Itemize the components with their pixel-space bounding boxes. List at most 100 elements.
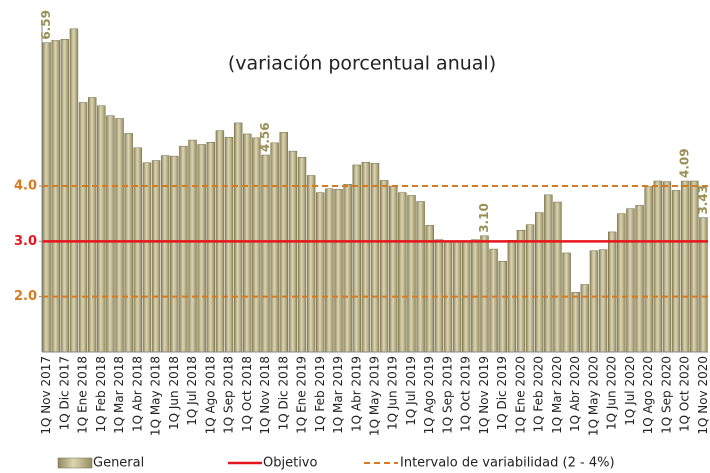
bar [416, 201, 425, 353]
bar [680, 180, 690, 353]
bar [142, 162, 152, 353]
x-tick-label: 1Q Ago 2019 [422, 356, 436, 434]
value-label: 3.10 [477, 203, 491, 233]
bar [206, 142, 215, 353]
x-tick-label: 1Q Jul 2020 [623, 356, 637, 426]
bar [370, 163, 380, 353]
bar [516, 230, 526, 353]
bar [598, 249, 608, 353]
value-label: 6.59 [39, 10, 53, 40]
x-tick-label: 1Q Jul 2019 [404, 356, 418, 426]
bar [398, 192, 407, 353]
legend-label: Intervalo de variabilidad (2 - 4%) [400, 456, 615, 471]
x-tick-label: 1Q Jul 2018 [185, 356, 199, 426]
x-tick-label: 1Q Nov 2020 [696, 356, 710, 435]
x-tick-label: 1Q Ene 2018 [76, 356, 90, 434]
bar [480, 235, 489, 353]
bar [425, 225, 434, 353]
bar [243, 133, 252, 353]
y-tick-label: 4.0 [14, 179, 37, 194]
bar [544, 194, 553, 353]
bar [151, 160, 161, 353]
bar [306, 175, 316, 353]
bar [224, 137, 234, 353]
value-label: 4.56 [258, 122, 272, 152]
bar [60, 39, 70, 353]
value-label: 3.43 [696, 185, 710, 215]
bar [115, 118, 124, 353]
x-tick-label: 1Q Oct 2020 [678, 356, 692, 432]
legend-label: Objetivo [263, 456, 317, 471]
bar [124, 133, 133, 353]
x-tick-label: 1Q Jun 2018 [167, 356, 181, 430]
chart-subtitle: (variación porcentual anual) [228, 53, 496, 75]
legend-label: General [93, 456, 144, 471]
bar [233, 122, 243, 353]
bar [617, 213, 626, 353]
bar [580, 284, 590, 353]
x-tick-label: 1Q Sep 2020 [659, 356, 673, 434]
y-tick-label: 3.0 [14, 234, 37, 249]
x-tick-label: 1Q May 2020 [586, 356, 600, 436]
bar [553, 201, 562, 353]
x-tick-label: 1Q Mar 2020 [550, 356, 564, 434]
bar [133, 147, 143, 353]
x-tick-label: 1Q Dic 2017 [57, 356, 71, 430]
x-tick-label: 1Q Nov 2019 [477, 356, 491, 435]
legend-swatch [57, 457, 93, 469]
x-tick-label: 1Q Ago 2018 [203, 356, 217, 434]
bar [361, 161, 371, 353]
bar [589, 250, 599, 353]
bar [288, 150, 298, 353]
bar [571, 291, 580, 353]
bar [662, 181, 672, 353]
x-tick-label: 1Q Ene 2019 [295, 356, 309, 434]
bar [626, 208, 635, 353]
bar [334, 189, 343, 353]
bar [42, 42, 51, 353]
x-tick-label: 1Q Oct 2018 [240, 356, 254, 432]
bar [525, 224, 535, 353]
bar [106, 115, 115, 353]
x-tick-label: 1Q Feb 2020 [532, 356, 546, 433]
x-tick-label: 1Q Oct 2019 [459, 356, 473, 432]
x-tick-label: 1Q Nov 2018 [258, 356, 272, 435]
bar [325, 188, 334, 353]
bar [197, 144, 206, 353]
bar [699, 217, 708, 353]
bar [97, 105, 106, 353]
x-tick-label: 1Q Ene 2020 [513, 356, 527, 434]
bar [389, 185, 398, 353]
x-tick-label: 1Q Ago 2020 [641, 356, 655, 434]
x-tick-label: 1Q Feb 2019 [313, 356, 327, 433]
bar [69, 28, 79, 353]
bar [87, 97, 97, 353]
bar [252, 137, 261, 353]
bar [407, 195, 416, 353]
x-tick-label: 1Q May 2018 [149, 356, 163, 436]
bar [188, 139, 197, 353]
bar [379, 180, 389, 353]
bar [535, 212, 544, 353]
bar [653, 180, 663, 353]
x-tick-label: 1Q May 2019 [368, 356, 382, 436]
bar [270, 142, 279, 353]
x-tick-label: 1Q Jun 2019 [386, 356, 400, 430]
x-tick-label: 1Q Mar 2019 [331, 356, 345, 434]
bar [78, 102, 88, 353]
x-tick-label: 1Q Jun 2020 [605, 356, 619, 430]
bar [562, 252, 571, 353]
bar [671, 190, 681, 353]
bar [607, 231, 617, 353]
x-tick-label: 1Q Sep 2018 [222, 356, 236, 434]
x-tick-label: 1Q Nov 2017 [39, 356, 53, 435]
bar [644, 186, 653, 353]
bar [498, 261, 507, 353]
value-label: 4.09 [678, 148, 692, 178]
bar [179, 145, 188, 353]
bar [343, 184, 352, 353]
bar [489, 248, 498, 353]
x-tick-label: 1Q Sep 2019 [440, 356, 454, 434]
x-tick-label: 1Q Feb 2018 [94, 356, 108, 433]
